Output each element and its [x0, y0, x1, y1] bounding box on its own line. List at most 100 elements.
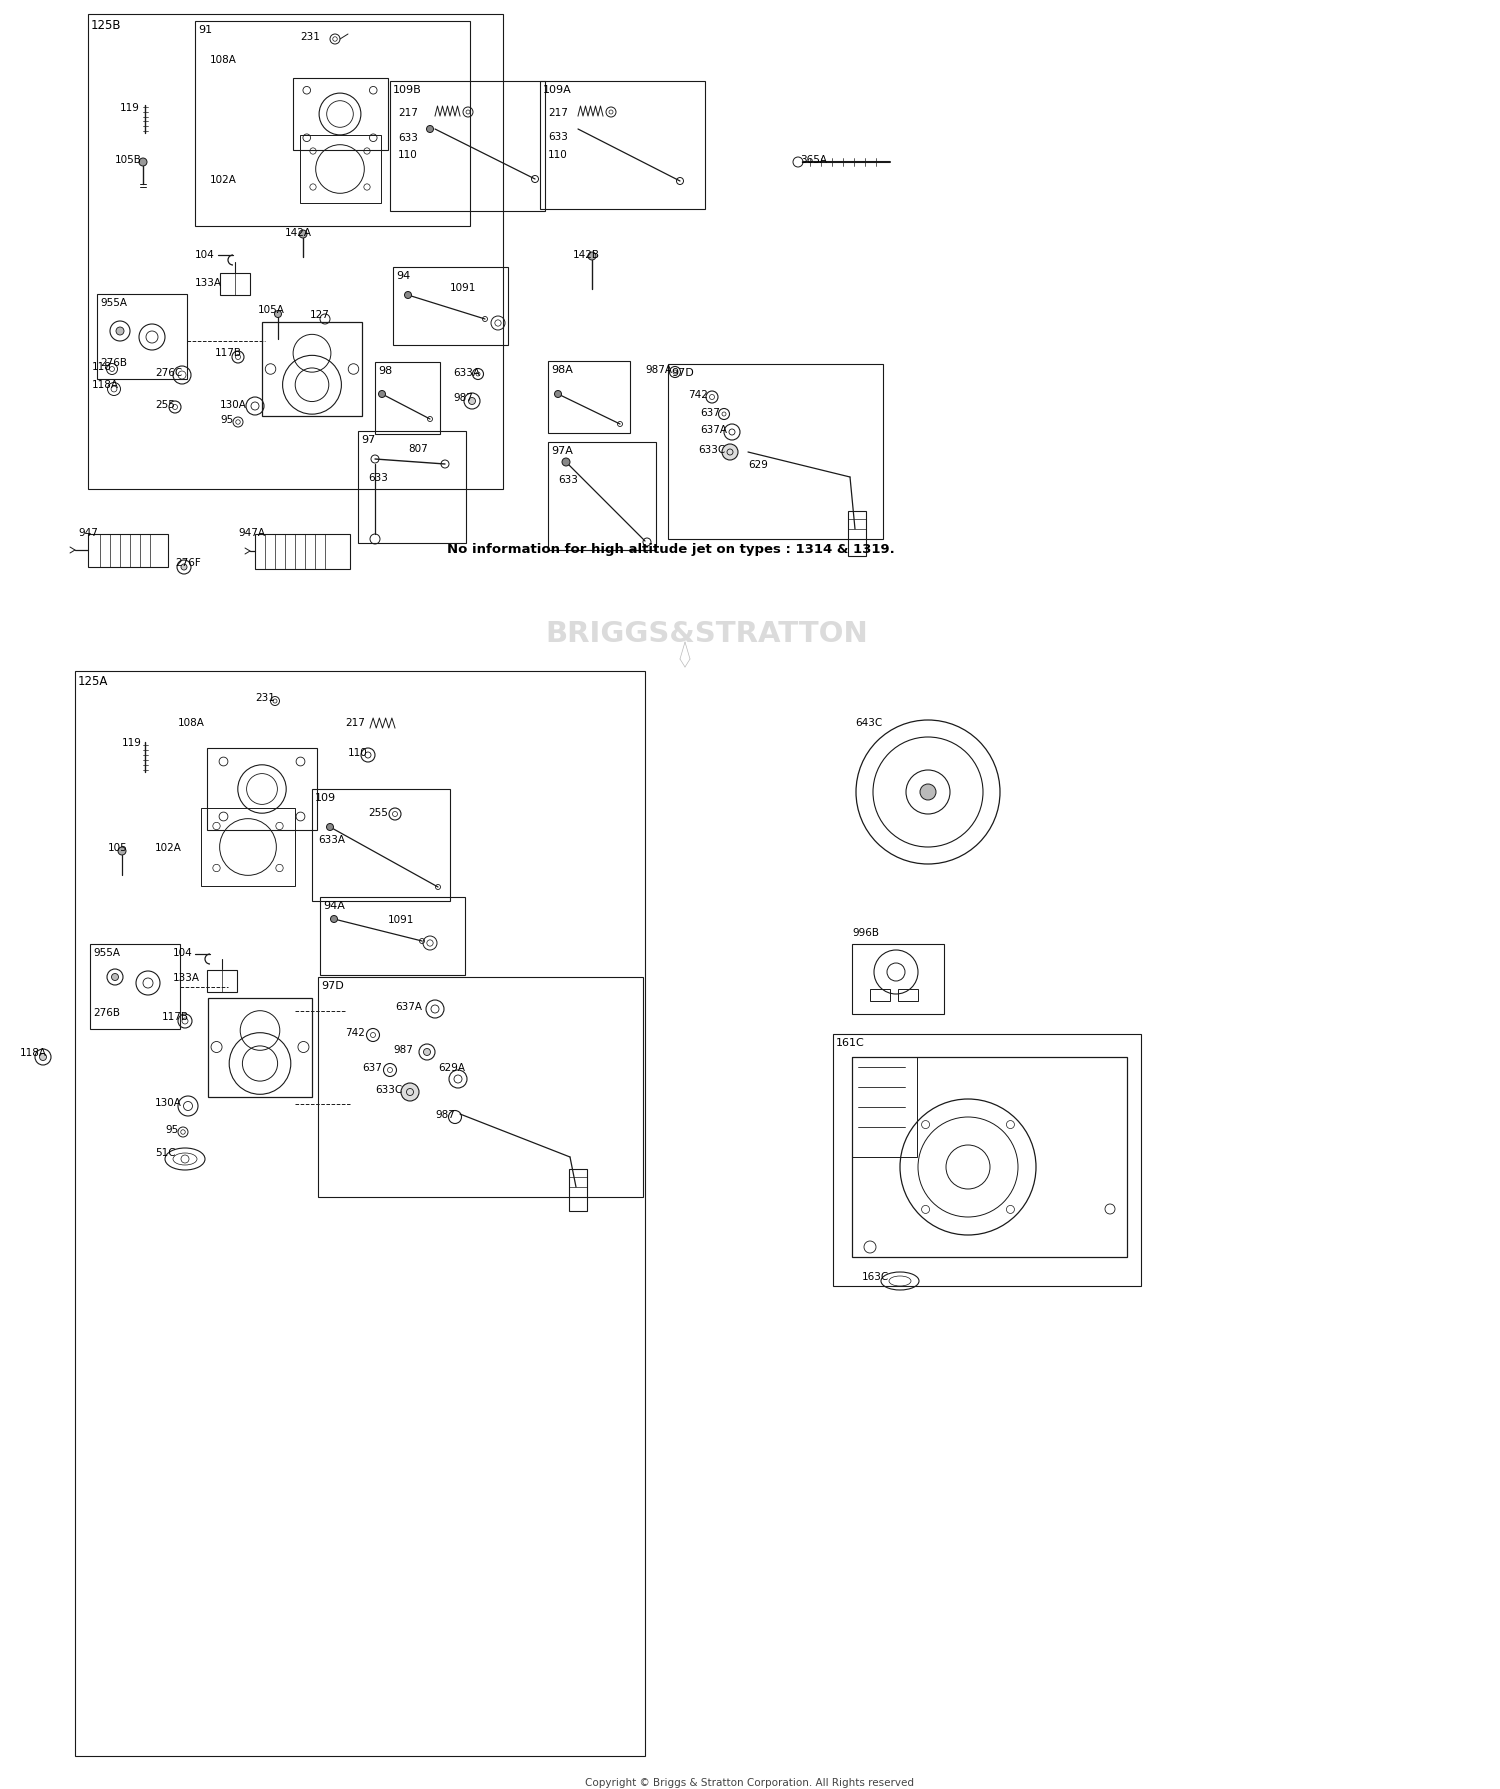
Text: 987: 987 [453, 394, 472, 403]
Text: 127: 127 [310, 309, 330, 320]
Text: 110: 110 [548, 150, 567, 159]
Text: 94: 94 [396, 270, 411, 281]
Text: 97: 97 [362, 435, 375, 445]
Text: 633A: 633A [318, 834, 345, 844]
Bar [548, 442, 656, 551]
Circle shape [555, 392, 561, 399]
Bar [98, 295, 188, 379]
Bar [201, 809, 296, 887]
Text: 98: 98 [378, 365, 393, 376]
Bar [75, 671, 645, 1757]
Text: 1091: 1091 [388, 914, 414, 925]
Circle shape [588, 252, 596, 261]
Bar [358, 431, 466, 544]
Text: 109: 109 [315, 793, 336, 803]
Text: 105: 105 [108, 843, 128, 853]
Text: 130A: 130A [220, 399, 248, 410]
Text: 109A: 109A [543, 84, 572, 95]
Text: 231: 231 [255, 692, 274, 703]
Bar [209, 998, 312, 1097]
Text: 118: 118 [92, 361, 112, 372]
Bar [852, 1057, 916, 1157]
Text: 142B: 142B [573, 250, 600, 259]
Text: 51C: 51C [154, 1147, 176, 1157]
Text: 255: 255 [154, 399, 176, 410]
Circle shape [468, 399, 476, 406]
Bar [847, 512, 865, 556]
Bar [390, 82, 544, 211]
Bar [393, 268, 508, 345]
Circle shape [426, 127, 433, 134]
Text: 637A: 637A [700, 424, 727, 435]
Text: 217: 217 [548, 107, 568, 118]
Circle shape [405, 292, 411, 299]
Bar [318, 977, 644, 1197]
Text: 637: 637 [362, 1063, 382, 1072]
Circle shape [274, 311, 282, 318]
Text: 947A: 947A [238, 528, 266, 538]
Text: 104: 104 [172, 948, 194, 957]
Bar [548, 361, 630, 433]
Text: 109B: 109B [393, 84, 422, 95]
Bar [833, 1034, 1142, 1286]
Circle shape [182, 565, 188, 571]
Text: 633: 633 [558, 474, 578, 485]
Text: 365A: 365A [800, 156, 826, 165]
Text: 102A: 102A [154, 843, 182, 853]
Bar [207, 970, 237, 993]
Text: 117B: 117B [214, 347, 242, 358]
Text: 119: 119 [120, 104, 140, 113]
Text: 133A: 133A [172, 973, 200, 982]
Text: 276F: 276F [176, 558, 201, 567]
Circle shape [118, 848, 126, 855]
Bar [195, 21, 470, 227]
Circle shape [140, 159, 147, 166]
Text: 98A: 98A [550, 365, 573, 374]
Text: 125B: 125B [92, 20, 122, 32]
Text: 276B: 276B [93, 1007, 120, 1018]
Text: 104: 104 [195, 250, 214, 259]
Text: 108A: 108A [178, 717, 206, 728]
Bar [852, 945, 944, 1014]
Bar [207, 748, 316, 830]
Text: 130A: 130A [154, 1097, 182, 1107]
Circle shape [562, 458, 570, 467]
Bar [88, 14, 503, 490]
Bar [255, 535, 350, 569]
Text: 163C: 163C [862, 1272, 889, 1281]
Text: 105B: 105B [116, 156, 142, 165]
Text: 97D: 97D [670, 369, 693, 377]
Circle shape [423, 1048, 430, 1056]
Text: 231: 231 [300, 32, 320, 41]
Text: 947: 947 [78, 528, 98, 538]
Text: 118A: 118A [20, 1047, 46, 1057]
Circle shape [39, 1054, 46, 1061]
Bar [568, 1170, 586, 1211]
Circle shape [327, 825, 333, 832]
Text: 629A: 629A [438, 1063, 465, 1072]
Text: Copyright © Briggs & Stratton Corporation. All Rights reserved: Copyright © Briggs & Stratton Corporatio… [585, 1776, 915, 1787]
Bar [300, 136, 381, 204]
Text: 633C: 633C [698, 445, 724, 454]
Text: 91: 91 [198, 25, 211, 36]
Text: 217: 217 [398, 107, 418, 118]
Text: 1091: 1091 [450, 283, 477, 293]
Bar [312, 789, 450, 902]
Bar [88, 535, 168, 567]
Text: 742: 742 [688, 390, 708, 399]
Text: 105A: 105A [258, 304, 285, 315]
Text: 142A: 142A [285, 227, 312, 238]
Circle shape [722, 445, 738, 462]
Text: 255: 255 [368, 807, 388, 818]
Text: 117B: 117B [162, 1011, 189, 1022]
Text: BRIGGS&STRATTON: BRIGGS&STRATTON [544, 619, 867, 648]
Text: 276B: 276B [100, 358, 128, 369]
Bar [292, 79, 387, 150]
Text: 633C: 633C [375, 1084, 402, 1095]
Text: 95: 95 [220, 415, 234, 424]
Text: 118A: 118A [92, 379, 118, 390]
Text: 97D: 97D [321, 980, 344, 991]
Text: 996B: 996B [852, 927, 879, 937]
Text: 276C: 276C [154, 369, 183, 377]
Text: No information for high altitude jet on types : 1314 & 1319.: No information for high altitude jet on … [447, 542, 894, 556]
